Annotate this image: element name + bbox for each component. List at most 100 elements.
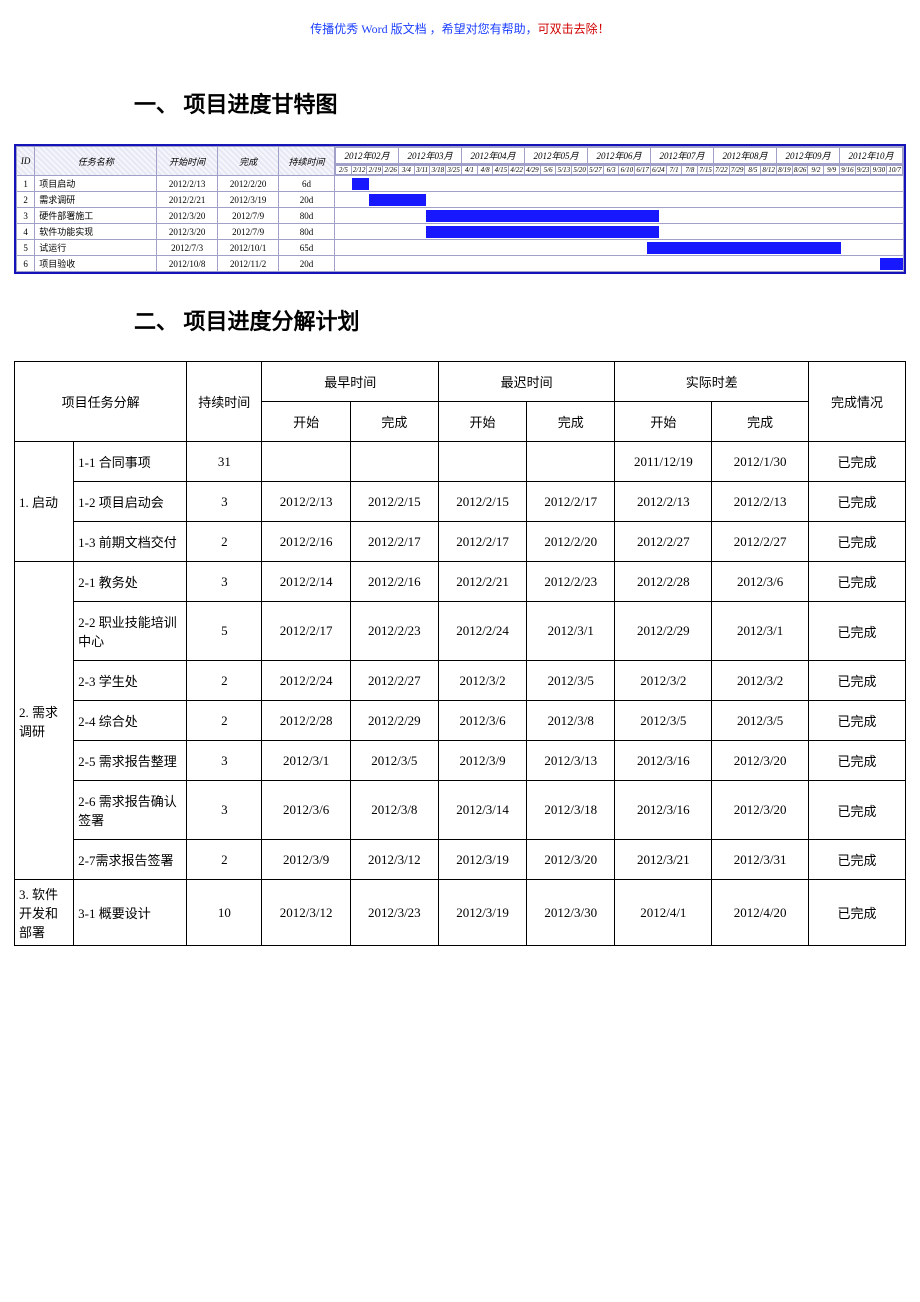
gantt-week: 3/11: [414, 166, 430, 175]
table-row: 2-2 职业技能培训中心52012/2/172012/2/232012/2/24…: [15, 602, 906, 661]
detail-es: 2012/2/16: [262, 522, 350, 562]
gantt-dur: 20d: [279, 192, 335, 208]
detail-es: [262, 442, 350, 482]
detail-sub: 2-1 教务处: [74, 562, 187, 602]
gantt-week: 4/1: [461, 166, 477, 175]
detail-af: 2012/3/6: [712, 562, 809, 602]
detail-ef: 2012/2/17: [350, 522, 438, 562]
gantt-start: 2012/2/21: [157, 192, 218, 208]
detail-ls: 2012/3/19: [438, 880, 526, 946]
detail-ls: 2012/2/17: [438, 522, 526, 562]
detail-ef: 2012/2/16: [350, 562, 438, 602]
detail-sub: 2-6 需求报告确认签署: [74, 781, 187, 840]
gantt-month: 2012年06月: [587, 148, 650, 164]
detail-lf: 2012/3/20: [527, 840, 615, 880]
detail-es: 2012/3/9: [262, 840, 350, 880]
gantt-week: 6/10: [619, 166, 635, 175]
detail-status: 已完成: [809, 482, 906, 522]
gantt-end: 2012/3/19: [218, 192, 279, 208]
gantt-h-dur: 持续时间: [279, 147, 335, 176]
gantt-week: 7/1: [666, 166, 682, 175]
detail-as: 2012/3/16: [615, 741, 712, 781]
detail-ls: 2012/2/15: [438, 482, 526, 522]
section2-title-text: 项目进度分解计划: [184, 309, 360, 334]
detail-ls: 2012/3/2: [438, 661, 526, 701]
table-row: 1-2 项目启动会32012/2/132012/2/152012/2/15201…: [15, 482, 906, 522]
gantt-id: 3: [17, 208, 35, 224]
table-row: 3. 软件开发和部署3-1 概要设计102012/3/122012/3/2320…: [15, 880, 906, 946]
gantt-week: 7/15: [698, 166, 714, 175]
gantt-week: 4/15: [493, 166, 509, 175]
detail-af: 2012/3/5: [712, 701, 809, 741]
detail-status: 已完成: [809, 880, 906, 946]
detail-as: 2012/3/2: [615, 661, 712, 701]
detail-af: 2012/3/2: [712, 661, 809, 701]
detail-lf: 2012/2/20: [527, 522, 615, 562]
detail-status: 已完成: [809, 741, 906, 781]
gantt-end: 2012/7/9: [218, 208, 279, 224]
table-row: 2-7需求报告签署22012/3/92012/3/122012/3/192012…: [15, 840, 906, 880]
detail-as: 2012/3/5: [615, 701, 712, 741]
gantt-taskname: 软件功能实现: [35, 224, 157, 240]
detail-lf: 2012/3/5: [527, 661, 615, 701]
detail-sub: 3-1 概要设计: [74, 880, 187, 946]
detail-h-earliest: 最早时间: [262, 362, 438, 402]
gantt-taskname: 硬件部署施工: [35, 208, 157, 224]
gantt-week: 4/29: [524, 166, 540, 175]
detail-as: 2012/3/21: [615, 840, 712, 880]
gantt-week: 9/16: [839, 166, 855, 175]
gantt-id: 5: [17, 240, 35, 256]
gantt-month: 2012年08月: [713, 148, 776, 164]
detail-ef: 2012/3/8: [350, 781, 438, 840]
gantt-week: 9/2: [808, 166, 824, 175]
gantt-end: 2012/10/1: [218, 240, 279, 256]
section2-number: 二、: [134, 309, 178, 334]
detail-status: 已完成: [809, 840, 906, 880]
gantt-week: 3/25: [446, 166, 462, 175]
gantt-week: 9/9: [824, 166, 840, 175]
detail-af: 2012/3/1: [712, 602, 809, 661]
gantt-end: 2012/11/2: [218, 256, 279, 272]
detail-es: 2012/2/13: [262, 482, 350, 522]
gantt-week: 2/12: [351, 166, 367, 175]
gantt-bar: [352, 178, 369, 190]
gantt-bar: [369, 194, 426, 206]
gantt-week: 4/8: [477, 166, 493, 175]
gantt-month: 2012年04月: [461, 148, 524, 164]
detail-status: 已完成: [809, 781, 906, 840]
gantt-row: 2需求调研2012/2/212012/3/1920d: [17, 192, 904, 208]
gantt-month: 2012年02月: [335, 148, 398, 164]
detail-af: 2012/4/20: [712, 880, 809, 946]
detail-dur: 3: [187, 741, 262, 781]
detail-lf: 2012/3/8: [527, 701, 615, 741]
gantt-week: 5/13: [556, 166, 572, 175]
gantt-h-start: 开始时间: [157, 147, 218, 176]
detail-ef: [350, 442, 438, 482]
gantt-end: 2012/7/9: [218, 224, 279, 240]
header-blue: 传播优秀 Word 版文档 ，希望对您有帮助，: [310, 22, 537, 36]
detail-sub: 2-2 职业技能培训中心: [74, 602, 187, 661]
detail-as: 2012/2/13: [615, 482, 712, 522]
detail-status: 已完成: [809, 442, 906, 482]
gantt-month: 2012年05月: [524, 148, 587, 164]
header-red: 可双击去除！: [538, 22, 610, 36]
detail-as: 2012/2/29: [615, 602, 712, 661]
gantt-dur: 80d: [279, 208, 335, 224]
gantt-week: 7/8: [682, 166, 698, 175]
gantt-week: 7/29: [729, 166, 745, 175]
detail-ls: 2012/3/19: [438, 840, 526, 880]
gantt-row: 6项目验收2012/10/82012/11/220d: [17, 256, 904, 272]
gantt-week: 3/4: [398, 166, 414, 175]
gantt-week: 7/22: [713, 166, 729, 175]
section1-title: 一、 项目进度甘特图: [134, 87, 906, 119]
detail-h-dur: 持续时间: [187, 362, 262, 442]
gantt-id: 4: [17, 224, 35, 240]
detail-sub: 2-5 需求报告整理: [74, 741, 187, 781]
detail-es: 2012/2/14: [262, 562, 350, 602]
gantt-bar-cell: [334, 208, 903, 224]
gantt-h-end: 完成: [218, 147, 279, 176]
gantt-week: 6/3: [603, 166, 619, 175]
gantt-taskname: 试运行: [35, 240, 157, 256]
table-row: 2-6 需求报告确认签署32012/3/62012/3/82012/3/1420…: [15, 781, 906, 840]
gantt-month: 2012年10月: [839, 148, 902, 164]
